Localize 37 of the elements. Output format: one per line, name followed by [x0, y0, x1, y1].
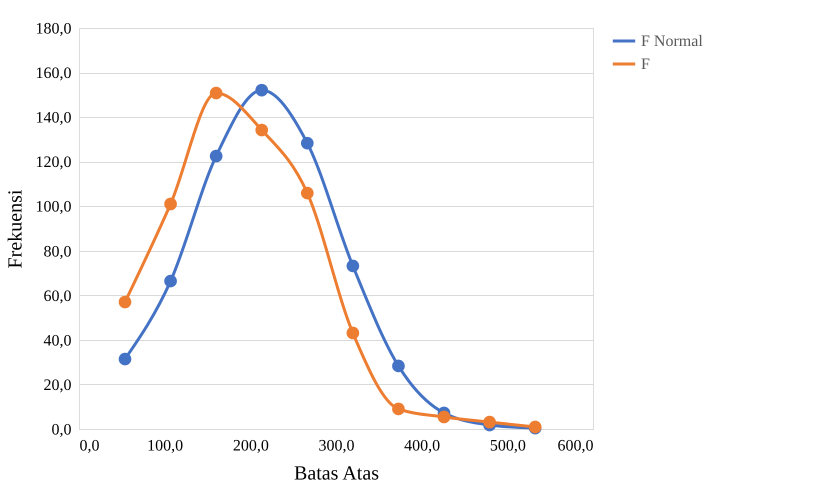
y-tick-label: 60,0 [44, 288, 72, 305]
point [164, 274, 177, 288]
point [438, 410, 450, 424]
y-tick-label: 20,0 [44, 376, 72, 394]
point [346, 326, 360, 340]
x-tick-label: 0,0 [80, 438, 100, 454]
point [346, 260, 360, 272]
legend-label: F [641, 56, 650, 73]
point [255, 124, 268, 136]
x-tick-label: 400,0 [404, 438, 440, 454]
y-axis-title: Frekuensi [4, 189, 26, 268]
y-tick-label: 160,0 [36, 65, 72, 82]
y-tick-label: 140,0 [36, 110, 72, 127]
point [210, 150, 222, 162]
point [300, 136, 314, 150]
y-tick-label: 40,0 [44, 332, 72, 350]
x-axis-title: Batas Atas [294, 462, 380, 484]
point [118, 296, 132, 308]
point [483, 416, 496, 428]
x-tick-label: 500,0 [490, 438, 526, 454]
y-tick-label: 180,0 [36, 20, 72, 38]
x-tick-label: 600,0 [558, 438, 594, 454]
x-tick-label: 300,0 [318, 438, 354, 454]
point [392, 402, 405, 416]
point [300, 186, 314, 200]
y-tick-label: 120,0 [36, 154, 72, 172]
legend-label: F Normal [641, 33, 704, 50]
x-tick-label: 200,0 [232, 438, 269, 454]
point [392, 360, 405, 372]
y-tick-label: 0,0 [52, 422, 72, 438]
point [210, 86, 222, 100]
point [164, 198, 177, 210]
point [255, 84, 268, 96]
y-tick-label: 80,0 [44, 243, 72, 260]
x-tick-label: 100,0 [147, 438, 184, 454]
y-tick-label: 100,0 [36, 198, 72, 216]
point [118, 352, 132, 366]
